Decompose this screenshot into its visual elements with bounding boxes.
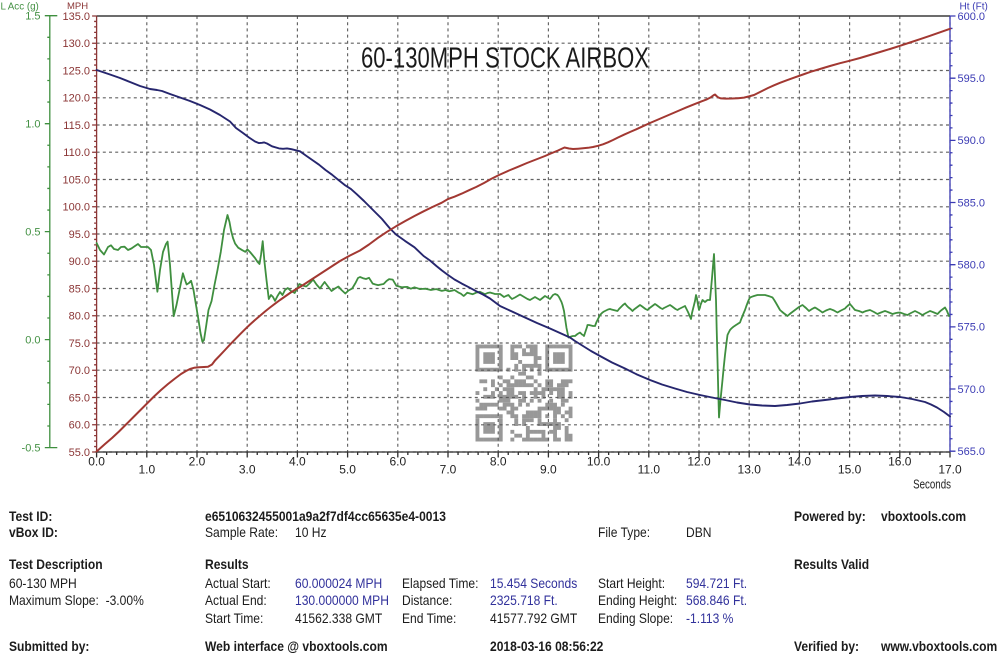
svg-text:125.0: 125.0 <box>62 65 90 77</box>
svg-text:5.0: 5.0 <box>339 463 356 477</box>
svg-text:130.0: 130.0 <box>62 38 90 50</box>
svg-text:3.0: 3.0 <box>239 463 256 477</box>
svg-text:105.0: 105.0 <box>62 174 90 186</box>
svg-text:80.0: 80.0 <box>69 311 90 323</box>
svg-text:85.0: 85.0 <box>69 283 90 295</box>
svg-text:75.0: 75.0 <box>69 338 90 350</box>
svg-text:Seconds: Seconds <box>913 478 951 491</box>
svg-text:110.0: 110.0 <box>63 147 90 159</box>
svg-text:115.0: 115.0 <box>63 120 90 132</box>
svg-text:L Acc (g): L Acc (g) <box>1 1 39 12</box>
svg-text:590.0: 590.0 <box>958 135 986 147</box>
svg-text:60-130MPH STOCK AIRBOX: 60-130MPH STOCK AIRBOX <box>361 43 649 75</box>
svg-text:1.0: 1.0 <box>138 463 155 477</box>
svg-text:0.0: 0.0 <box>25 334 40 346</box>
svg-text:0.5: 0.5 <box>25 227 40 239</box>
svg-text:10.0: 10.0 <box>587 454 611 468</box>
svg-text:600.0: 600.0 <box>958 11 986 23</box>
svg-text:100.0: 100.0 <box>62 202 90 214</box>
svg-text:55.0: 55.0 <box>69 447 90 459</box>
svg-text:120.0: 120.0 <box>62 93 90 105</box>
svg-text:13.0: 13.0 <box>738 463 762 477</box>
svg-text:0.0: 0.0 <box>88 454 105 468</box>
svg-text:565.0: 565.0 <box>958 446 986 458</box>
svg-text:17.0: 17.0 <box>938 463 962 477</box>
svg-text:70.0: 70.0 <box>69 365 90 377</box>
svg-text:1.0: 1.0 <box>25 119 40 131</box>
svg-text:7.0: 7.0 <box>440 463 457 477</box>
svg-text:6.0: 6.0 <box>389 454 406 468</box>
svg-text:60.0: 60.0 <box>69 420 90 432</box>
svg-text:65.0: 65.0 <box>69 392 90 404</box>
svg-text:2.0: 2.0 <box>189 454 206 468</box>
svg-text:95.0: 95.0 <box>69 229 90 241</box>
svg-text:14.0: 14.0 <box>788 454 812 468</box>
svg-text:8.0: 8.0 <box>490 454 507 468</box>
svg-text:12.0: 12.0 <box>687 454 711 468</box>
svg-text:-0.5: -0.5 <box>22 442 41 454</box>
svg-text:595.0: 595.0 <box>958 73 986 85</box>
svg-text:16.0: 16.0 <box>888 454 912 468</box>
svg-text:575.0: 575.0 <box>958 322 986 334</box>
svg-text:90.0: 90.0 <box>69 256 90 268</box>
svg-text:MPH: MPH <box>67 1 88 12</box>
svg-text:Ht (Ft): Ht (Ft) <box>960 1 988 12</box>
svg-text:585.0: 585.0 <box>958 197 986 209</box>
svg-text:4.0: 4.0 <box>289 454 306 468</box>
svg-text:9.0: 9.0 <box>540 463 557 477</box>
svg-text:15.0: 15.0 <box>838 463 862 477</box>
svg-text:580.0: 580.0 <box>958 260 986 272</box>
svg-text:135.0: 135.0 <box>62 11 90 23</box>
svg-text:11.0: 11.0 <box>638 463 661 477</box>
svg-text:1.5: 1.5 <box>25 11 40 23</box>
svg-text:570.0: 570.0 <box>958 384 986 396</box>
